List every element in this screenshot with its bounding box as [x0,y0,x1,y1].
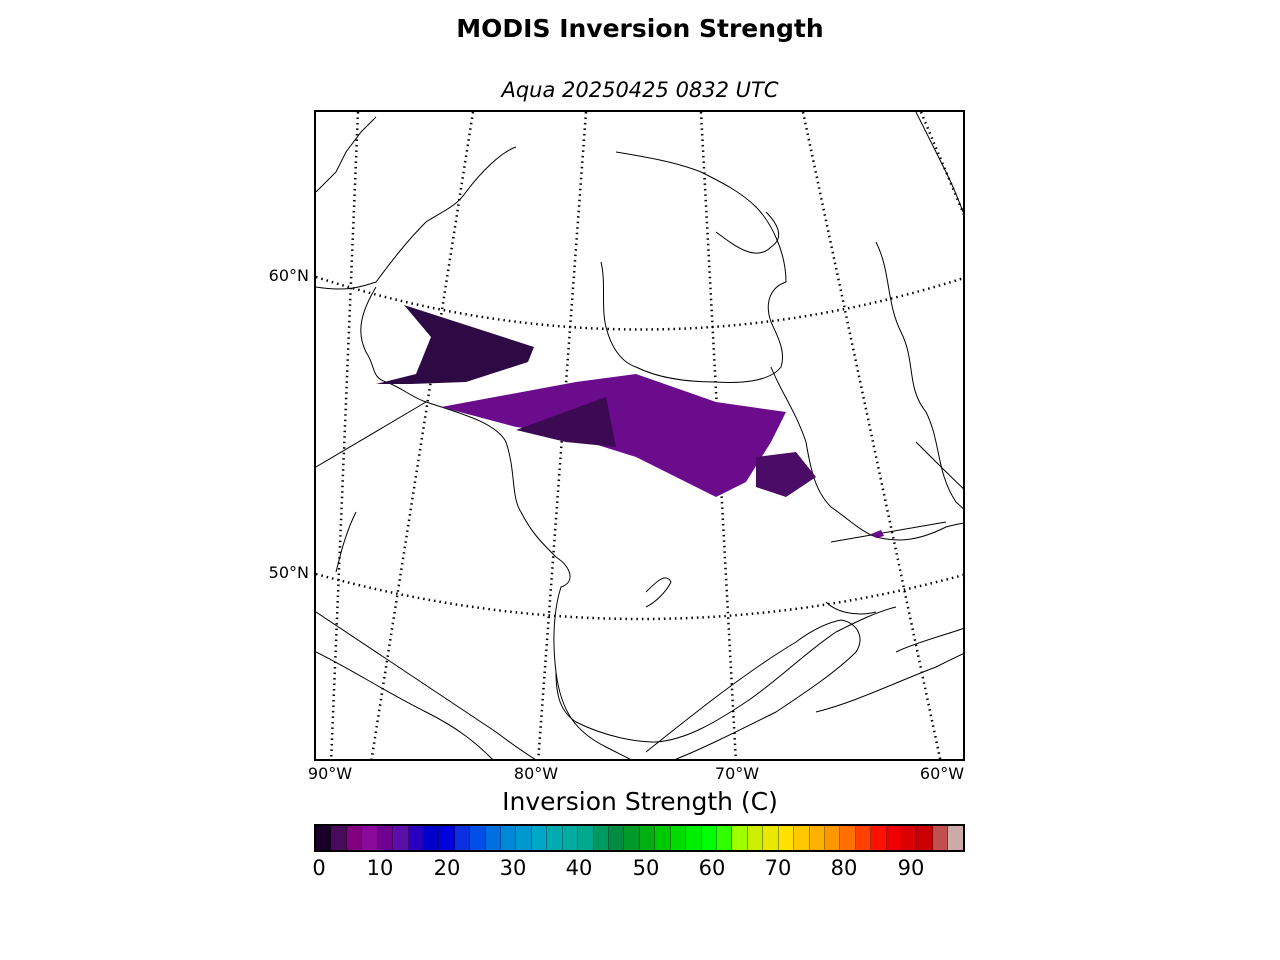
colorbar-segment [716,826,733,850]
colorbar-segment [809,826,825,850]
colorbar-segment [516,826,532,850]
colorbar-segment [932,826,949,850]
data-patch-east [756,452,816,497]
colorbar-tick-0: 0 [312,856,326,880]
latitude-line-50 [316,572,963,621]
colorbar-segment [578,826,594,850]
longitude-line-85w [370,112,475,759]
colorbar-segment [331,826,347,850]
colorbar-segment [701,826,717,850]
colorbar-segment [562,826,579,850]
colorbar-segment [547,826,563,850]
colorbar-segment [778,826,795,850]
data-patch-west [376,305,534,384]
colorbar-segment [501,826,517,850]
colorbar-segment [393,826,409,850]
colorbar-segment [454,826,471,850]
colorbar-tick-60: 60 [698,856,726,880]
colorbar-tick-70: 70 [764,856,792,880]
colorbar-segment [531,826,548,850]
colorbar-segment [917,826,933,850]
lat-label-60n: 60°N [268,266,309,285]
lat-label-50n: 50°N [268,563,309,582]
colorbar-segment [855,826,872,850]
longitude-line-70w [801,112,942,759]
coastlines [316,112,963,759]
colorbar-segment [747,826,764,850]
colorbar-segment [840,826,856,850]
colorbar-segment [948,826,963,850]
lon-label-70w: 70°W [714,764,760,783]
colorbar-segment [593,826,610,850]
colorbar-segment [871,826,887,850]
lon-label-60w: 60°W [919,764,965,783]
map-panel [314,110,965,761]
colorbar-segment [902,826,918,850]
latitude-line-60 [316,275,963,331]
lon-label-90w: 90°W [307,764,353,783]
colorbar-label: Inversion Strength (C) [502,787,778,816]
colorbar-tick-10: 10 [366,856,394,880]
chart-title: MODIS Inversion Strength [456,14,824,43]
colorbar-segment [346,826,363,850]
chart-subtitle: Aqua 20250425 0832 UTC [501,78,779,102]
data-patch-fleck [871,530,884,538]
colorbar-segment [624,826,640,850]
colorbar-segment [609,826,625,850]
colorbar-tick-40: 40 [565,856,593,880]
colorbar-segment [794,826,810,850]
lon-label-80w: 80°W [513,764,559,783]
colorbar-tick-80: 80 [830,856,858,880]
colorbar-segment [686,826,702,850]
colorbar-segment [655,826,671,850]
colorbar-segment [423,826,440,850]
colorbar-tick-50: 50 [632,856,660,880]
colorbar-segment [470,826,486,850]
colorbar-segment [886,826,903,850]
colorbar-tick-90: 90 [897,856,925,880]
colorbar-segment [362,826,378,850]
colorbar-segment [408,826,424,850]
colorbar-segment [377,826,394,850]
colorbar-segment [824,826,841,850]
colorbar-segment [439,826,455,850]
colorbar-segment [763,826,779,850]
longitude-line-90w [329,112,360,759]
colorbar-tick-20: 20 [433,856,461,880]
colorbar-tick-30: 30 [499,856,527,880]
colorbar-segment [485,826,502,850]
inversion-data-swath [376,305,884,538]
colorbar-segment [732,826,748,850]
colorbar-segment [316,826,332,850]
colorbar [314,824,965,852]
colorbar-segment [639,826,656,850]
data-patch-dark [516,397,616,447]
colorbar-segment [670,826,687,850]
map-svg [316,112,963,759]
